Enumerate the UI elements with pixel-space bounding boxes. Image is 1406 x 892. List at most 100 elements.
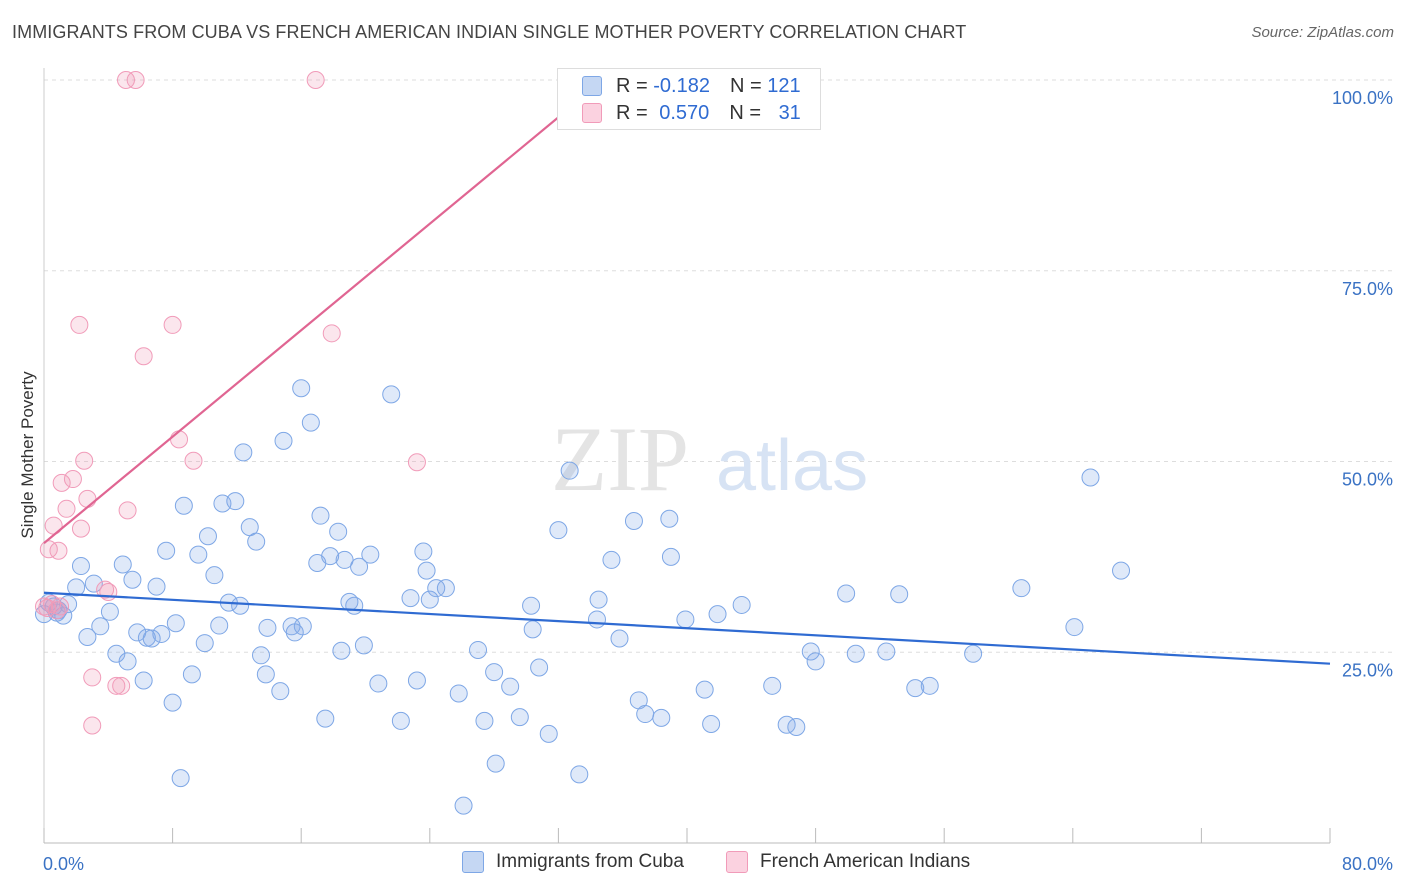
legend-swatch-cuba bbox=[582, 76, 602, 96]
cuba-point bbox=[113, 555, 132, 574]
cuba-point bbox=[702, 714, 721, 733]
cuba-point bbox=[449, 684, 468, 703]
tick-labels: 25.0% 50.0% 75.0% 100.0% 0.0% 80.0% bbox=[43, 88, 1393, 874]
french-american-indians-point bbox=[78, 489, 97, 508]
cuba-point bbox=[316, 709, 335, 728]
cuba-point bbox=[469, 640, 488, 659]
cuba-point bbox=[234, 443, 253, 462]
cuba-point bbox=[78, 627, 97, 646]
legend-r-value: -0.182 bbox=[653, 74, 710, 97]
cuba-point bbox=[510, 708, 529, 727]
cuba-point bbox=[486, 754, 505, 773]
french-american-indians-point bbox=[112, 676, 131, 695]
french-american-indians-point bbox=[38, 598, 57, 617]
cuba-point bbox=[501, 677, 520, 696]
cuba-point bbox=[427, 579, 446, 598]
french-american-indians-point bbox=[96, 580, 115, 599]
cuba-point bbox=[332, 641, 351, 660]
chart-source: Source: ZipAtlas.com bbox=[1251, 24, 1394, 41]
cuba-point bbox=[787, 718, 806, 737]
french-american-indians-point bbox=[107, 676, 126, 695]
cuba-point bbox=[258, 618, 277, 637]
cuba-point bbox=[906, 679, 925, 698]
cuba-point bbox=[846, 644, 865, 663]
cuba-point bbox=[311, 506, 330, 525]
french-american-indians-point bbox=[49, 541, 68, 560]
cuba-point bbox=[837, 584, 856, 603]
cuba-point bbox=[1081, 468, 1100, 487]
cuba-point bbox=[67, 578, 86, 597]
axes bbox=[43, 68, 1331, 844]
french-american-indians-point bbox=[39, 540, 58, 559]
french-american-indians-point bbox=[63, 470, 82, 489]
french-american-indians-point bbox=[306, 71, 325, 89]
french-american-indians-point bbox=[118, 501, 137, 520]
french-american-indians-point bbox=[70, 315, 89, 334]
cuba-point bbox=[801, 642, 820, 661]
cuba-point bbox=[252, 646, 271, 665]
french-american-indians-point bbox=[83, 668, 102, 687]
cuba-point bbox=[100, 602, 119, 621]
legend-n-value: 31 bbox=[778, 101, 801, 124]
cuba-point bbox=[292, 379, 311, 398]
cuba-point bbox=[661, 547, 680, 566]
legend-label-cuba: Immigrants from Cuba bbox=[496, 851, 684, 872]
cuba-point bbox=[539, 724, 558, 743]
cuba-point bbox=[1112, 561, 1131, 580]
cuba-point bbox=[1065, 618, 1084, 637]
cuba-point bbox=[174, 496, 193, 515]
french-american-indians-point bbox=[51, 597, 70, 616]
cuba-point bbox=[636, 705, 655, 724]
cuba-point bbox=[652, 708, 671, 727]
cuba-point bbox=[436, 579, 455, 598]
french-american-indians-point bbox=[57, 499, 76, 518]
legend-r-label: R = bbox=[616, 101, 648, 124]
cuba-point bbox=[454, 796, 473, 815]
cuba-point bbox=[345, 596, 364, 615]
cuba-point bbox=[354, 636, 373, 655]
french-american-indians-point bbox=[116, 71, 135, 89]
cuba-point bbox=[329, 522, 348, 541]
french-american-indians-point bbox=[163, 315, 182, 334]
cuba-point bbox=[877, 642, 896, 661]
cuba-point bbox=[401, 589, 420, 608]
cuba-point bbox=[271, 682, 290, 701]
cuba-point bbox=[198, 527, 217, 546]
french-american-indians-point bbox=[126, 71, 145, 89]
cuba-point bbox=[695, 680, 714, 699]
cuba-point bbox=[475, 711, 494, 730]
x-tick-label: 80.0% bbox=[1342, 854, 1393, 874]
cuba-point bbox=[523, 620, 542, 639]
cuba-point bbox=[407, 671, 426, 690]
legend-row-cuba: R = -0.182 N = 121 bbox=[582, 73, 801, 99]
legend-item-french-american-indians: French American Indians bbox=[726, 851, 970, 873]
french-american-indians-point bbox=[134, 347, 153, 366]
legend-r-label: R = bbox=[616, 74, 648, 97]
cuba-point bbox=[485, 663, 504, 682]
cuba-point bbox=[587, 610, 606, 629]
cuba-point bbox=[890, 585, 909, 604]
french-american-indians-point bbox=[170, 430, 189, 449]
french-american-indians-point bbox=[75, 451, 94, 470]
cuba-point bbox=[71, 557, 90, 576]
cuba-point bbox=[226, 492, 245, 511]
cuba-point bbox=[137, 628, 156, 647]
legend-row-french-american-indians: R = 0.570 N = 31 bbox=[582, 100, 801, 126]
y-tick-label: 50.0% bbox=[1342, 470, 1393, 490]
cuba-point bbox=[84, 574, 103, 593]
cuba-point bbox=[350, 557, 369, 576]
cuba-point bbox=[369, 674, 388, 693]
watermark-zip: ZIP bbox=[551, 408, 689, 510]
cuba-point bbox=[530, 658, 549, 677]
legend-n-label: N = bbox=[729, 101, 761, 124]
cuba-point bbox=[123, 570, 142, 589]
cuba-point bbox=[321, 547, 340, 566]
y-tick-label: 100.0% bbox=[1332, 88, 1393, 108]
cuba-point bbox=[152, 624, 171, 643]
cuba-point bbox=[382, 385, 401, 404]
trend-lines bbox=[43, 79, 1331, 665]
series-french-american-indians-points bbox=[35, 71, 426, 735]
legend-swatch-cuba bbox=[462, 851, 484, 873]
grid-lines bbox=[44, 79, 1392, 653]
y-tick-label: 75.0% bbox=[1342, 279, 1393, 299]
